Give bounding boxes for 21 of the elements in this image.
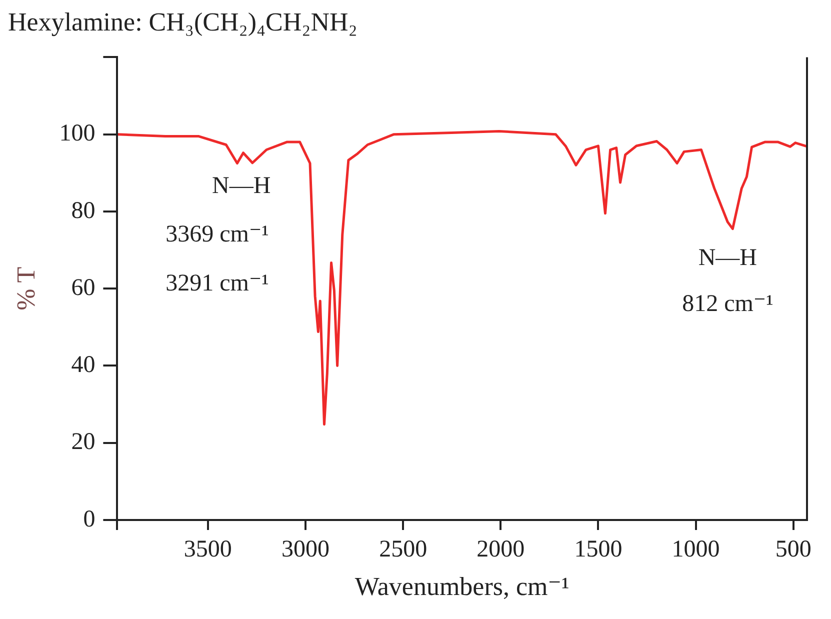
y-tick-label: 100 <box>59 120 96 147</box>
x-tick-label: 2000 <box>476 536 525 563</box>
y-tick-label: 0 <box>83 506 96 532</box>
annotation: 3369 cm⁻¹ <box>166 222 269 248</box>
x-tick-label: 2500 <box>379 536 428 563</box>
y-axis-title: % T <box>11 266 40 310</box>
x-tick-label: 500 <box>775 536 812 563</box>
y-tick-label: 20 <box>71 429 96 456</box>
x-tick-label: 3500 <box>184 536 232 563</box>
annotation: 812 cm⁻¹ <box>682 291 774 318</box>
annotation: N—H <box>212 173 271 200</box>
x-tick-label: 3000 <box>282 536 330 563</box>
annotation: 3291 cm⁻¹ <box>166 270 269 296</box>
y-tick-label: 80 <box>71 198 96 224</box>
annotation: N—H <box>698 244 758 271</box>
y-tick-label: 40 <box>71 352 96 378</box>
y-tick-label: 60 <box>71 274 96 301</box>
x-axis-title: Wavenumbers, cm⁻¹ <box>354 572 570 602</box>
x-tick-label: 1000 <box>672 536 720 563</box>
chart-title: Hexylamine: CH₃(CH₂)₄CH₂NH₂ <box>8 7 358 36</box>
x-tick-label: 1500 <box>574 536 622 563</box>
